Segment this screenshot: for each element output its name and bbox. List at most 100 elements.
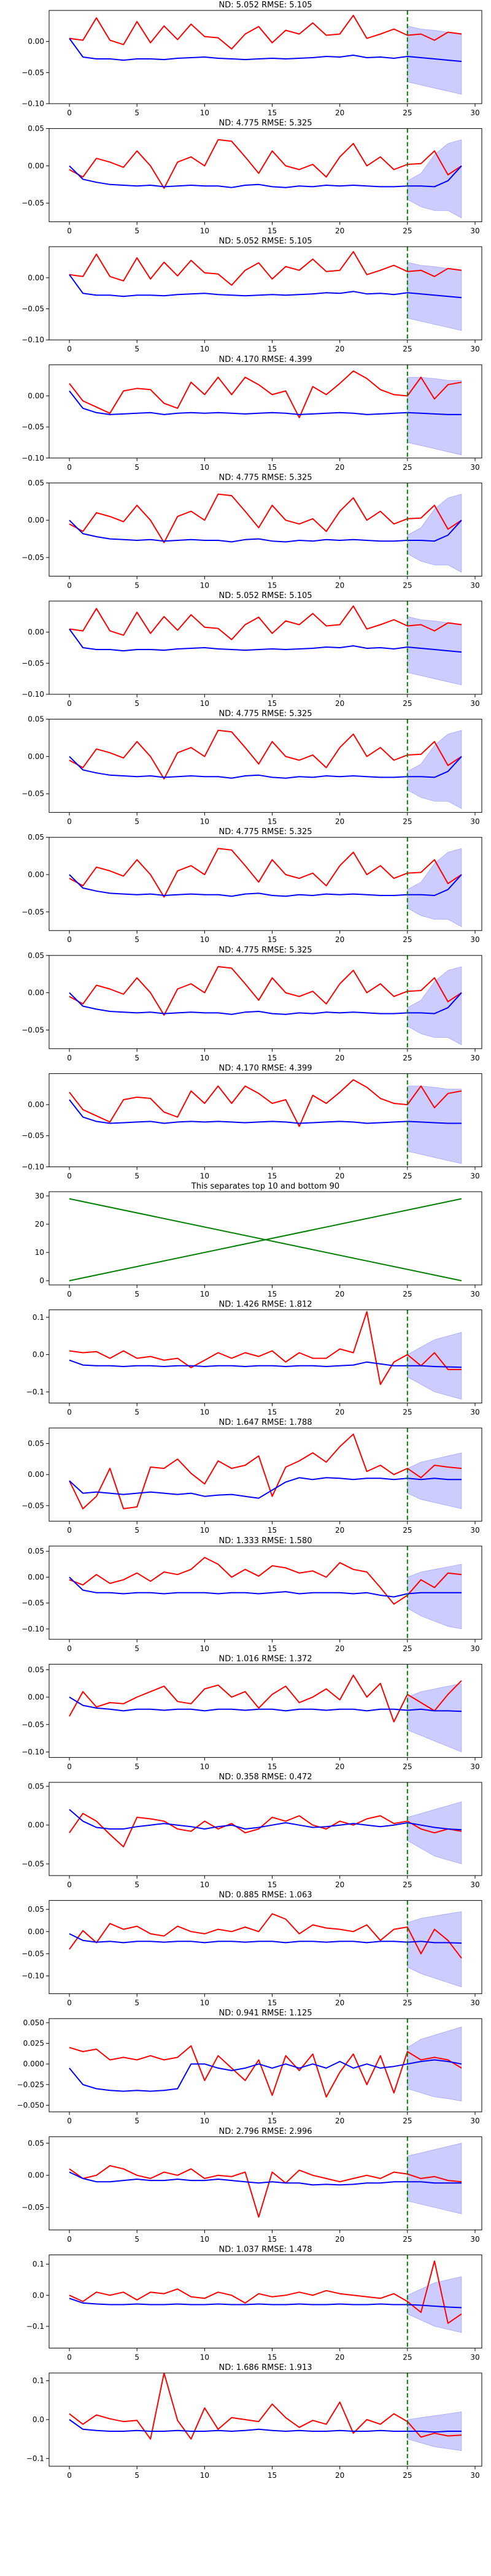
x-tick-label: 10	[200, 1644, 209, 1653]
y-tick-label: 0.00	[28, 516, 44, 524]
x-tick-label: 15	[268, 2117, 277, 2125]
y-tick-label: 0.00	[28, 274, 44, 282]
x-tick-label: 25	[403, 1880, 412, 1889]
plot-area	[69, 2018, 462, 2112]
x-tick-label: 15	[268, 2471, 277, 2480]
x-tick-label: 5	[134, 935, 139, 944]
plot-area	[69, 1309, 462, 1403]
x-tick-label: 5	[134, 345, 139, 353]
x-tick-label: 0	[67, 699, 72, 708]
confidence-band	[407, 139, 462, 219]
series-line-1	[69, 1674, 462, 1723]
x-tick-label: 20	[335, 1526, 344, 1535]
y-tick-label: 0.0	[33, 2291, 44, 2299]
x-tick-label: 0	[67, 2117, 72, 2125]
x-tick-label: 20	[335, 2117, 344, 2125]
y-tick-label: 0.1	[33, 1313, 44, 1322]
y-tick-label: 0.05	[28, 1782, 44, 1790]
x-tick-label: 15	[268, 1526, 277, 1535]
x-tick-label: 20	[335, 1999, 344, 2007]
y-tick-label: −0.05	[21, 2203, 44, 2212]
x-tick-label: 15	[268, 818, 277, 826]
subplot-title: ND: 4.775 RMSE: 5.325	[218, 473, 312, 482]
y-tick-label: −0.10	[21, 1747, 44, 1756]
x-tick-label: 20	[335, 935, 344, 944]
x-tick-label: 25	[403, 345, 412, 353]
y-tick-label: 0.00	[28, 870, 44, 879]
x-tick-label: 0	[67, 109, 72, 117]
x-tick-label: 0	[67, 1762, 72, 1771]
subplot-title: ND: 1.333 RMSE: 1.580	[218, 1536, 312, 1546]
confidence-band	[407, 616, 462, 686]
x-tick-label: 25	[403, 1054, 412, 1062]
x-tick-label: 10	[200, 2353, 209, 2361]
series-line-1	[69, 493, 462, 543]
x-tick-label: 5	[134, 2117, 139, 2125]
subplot-title: ND: 5.052 RMSE: 5.105	[218, 1, 312, 10]
x-tick-label: 25	[403, 1290, 412, 1298]
x-tick-label: 25	[403, 1408, 412, 1417]
x-tick-label: 30	[470, 1054, 479, 1062]
x-tick-label: 25	[403, 1644, 412, 1653]
x-tick-label: 5	[134, 1880, 139, 1889]
confidence-band	[407, 1911, 462, 1988]
subplot-17: ND: 0.885 RMSE: 1.063 0.05 0.00 −0.05 −0.10 0…	[21, 1891, 482, 2007]
x-tick-label: 30	[470, 109, 479, 117]
y-tick-label: −0.050	[17, 2101, 44, 2109]
x-tick-label: 30	[470, 818, 479, 826]
axes-frame	[48, 364, 482, 459]
subplot-title: ND: 1.426 RMSE: 1.812	[218, 1300, 312, 1309]
series-line-2	[69, 38, 462, 63]
y-tick-label: −0.10	[21, 454, 44, 462]
y-tick-label: 0.0	[33, 1351, 44, 1359]
x-tick-label: 20	[335, 1762, 344, 1771]
y-tick-label: 0	[39, 1276, 44, 1285]
y-tick-label: 0.05	[28, 1905, 44, 1914]
x-tick-label: 15	[268, 1880, 277, 1889]
y-tick-label: 0.00	[28, 391, 44, 400]
subplot-8: ND: 4.775 RMSE: 5.325 0.05 0.00 −0.05 0 5 10 15…	[21, 827, 482, 944]
y-tick-label: −0.10	[21, 690, 44, 699]
axes-frame	[48, 1073, 482, 1167]
y-tick-label: 30	[35, 1192, 44, 1200]
plot-area	[69, 364, 462, 458]
subplot-19: ND: 2.796 RMSE: 2.996 0.05 0.00 −0.05 0 5 10 15…	[21, 2127, 482, 2244]
y-tick-label: −0.10	[21, 99, 44, 108]
axes-frame	[48, 600, 482, 695]
y-tick-label: −0.05	[21, 1599, 44, 1608]
x-tick-label: 15	[268, 1290, 277, 1298]
series-line-1	[69, 1913, 462, 1959]
confidence-band	[407, 1332, 462, 1400]
x-tick-label: 15	[268, 1171, 277, 1180]
x-tick-label: 0	[67, 1644, 72, 1653]
x-tick-label: 30	[470, 1999, 479, 2007]
x-tick-label: 15	[268, 463, 277, 472]
subplot-13: ND: 1.647 RMSE: 1.788 0.05 0.00 −0.05 0 5 10 15…	[21, 1418, 482, 1535]
subplot-title: ND: 4.775 RMSE: 5.325	[218, 827, 312, 837]
x-tick-label: 0	[67, 1880, 72, 1889]
axes-frame	[48, 482, 482, 577]
x-tick-label: 20	[335, 1290, 344, 1298]
x-tick-label: 10	[200, 345, 209, 353]
x-tick-label: 5	[134, 1762, 139, 1771]
x-tick-label: 15	[268, 1644, 277, 1653]
y-tick-label: −0.05	[21, 1025, 44, 1034]
subplot-title: ND: 1.686 RMSE: 1.913	[218, 2363, 312, 2372]
x-tick-label: 10	[200, 699, 209, 708]
x-tick-label: 30	[470, 935, 479, 944]
subplot-2: ND: 4.775 RMSE: 5.325 0.05 0.00 −0.05 0 5 10 15…	[21, 119, 482, 236]
plot-area	[69, 1782, 462, 1876]
x-tick-label: 5	[134, 2471, 139, 2480]
axes-frame	[48, 128, 482, 223]
subplot-title: ND: 5.052 RMSE: 5.105	[218, 237, 312, 246]
x-tick-label: 20	[335, 818, 344, 826]
subplot-14: ND: 1.333 RMSE: 1.580 0.05 0.00 −0.05 −0.10 0…	[21, 1536, 482, 1653]
confidence-band	[407, 377, 462, 456]
subplot-title: ND: 4.775 RMSE: 5.325	[218, 946, 312, 955]
series-line-1	[69, 848, 462, 898]
x-tick-label: 25	[403, 1526, 412, 1535]
series-line-1	[69, 1812, 462, 1848]
series-line-2	[69, 2419, 462, 2433]
confidence-band	[407, 2026, 462, 2102]
x-tick-label: 0	[67, 935, 72, 944]
